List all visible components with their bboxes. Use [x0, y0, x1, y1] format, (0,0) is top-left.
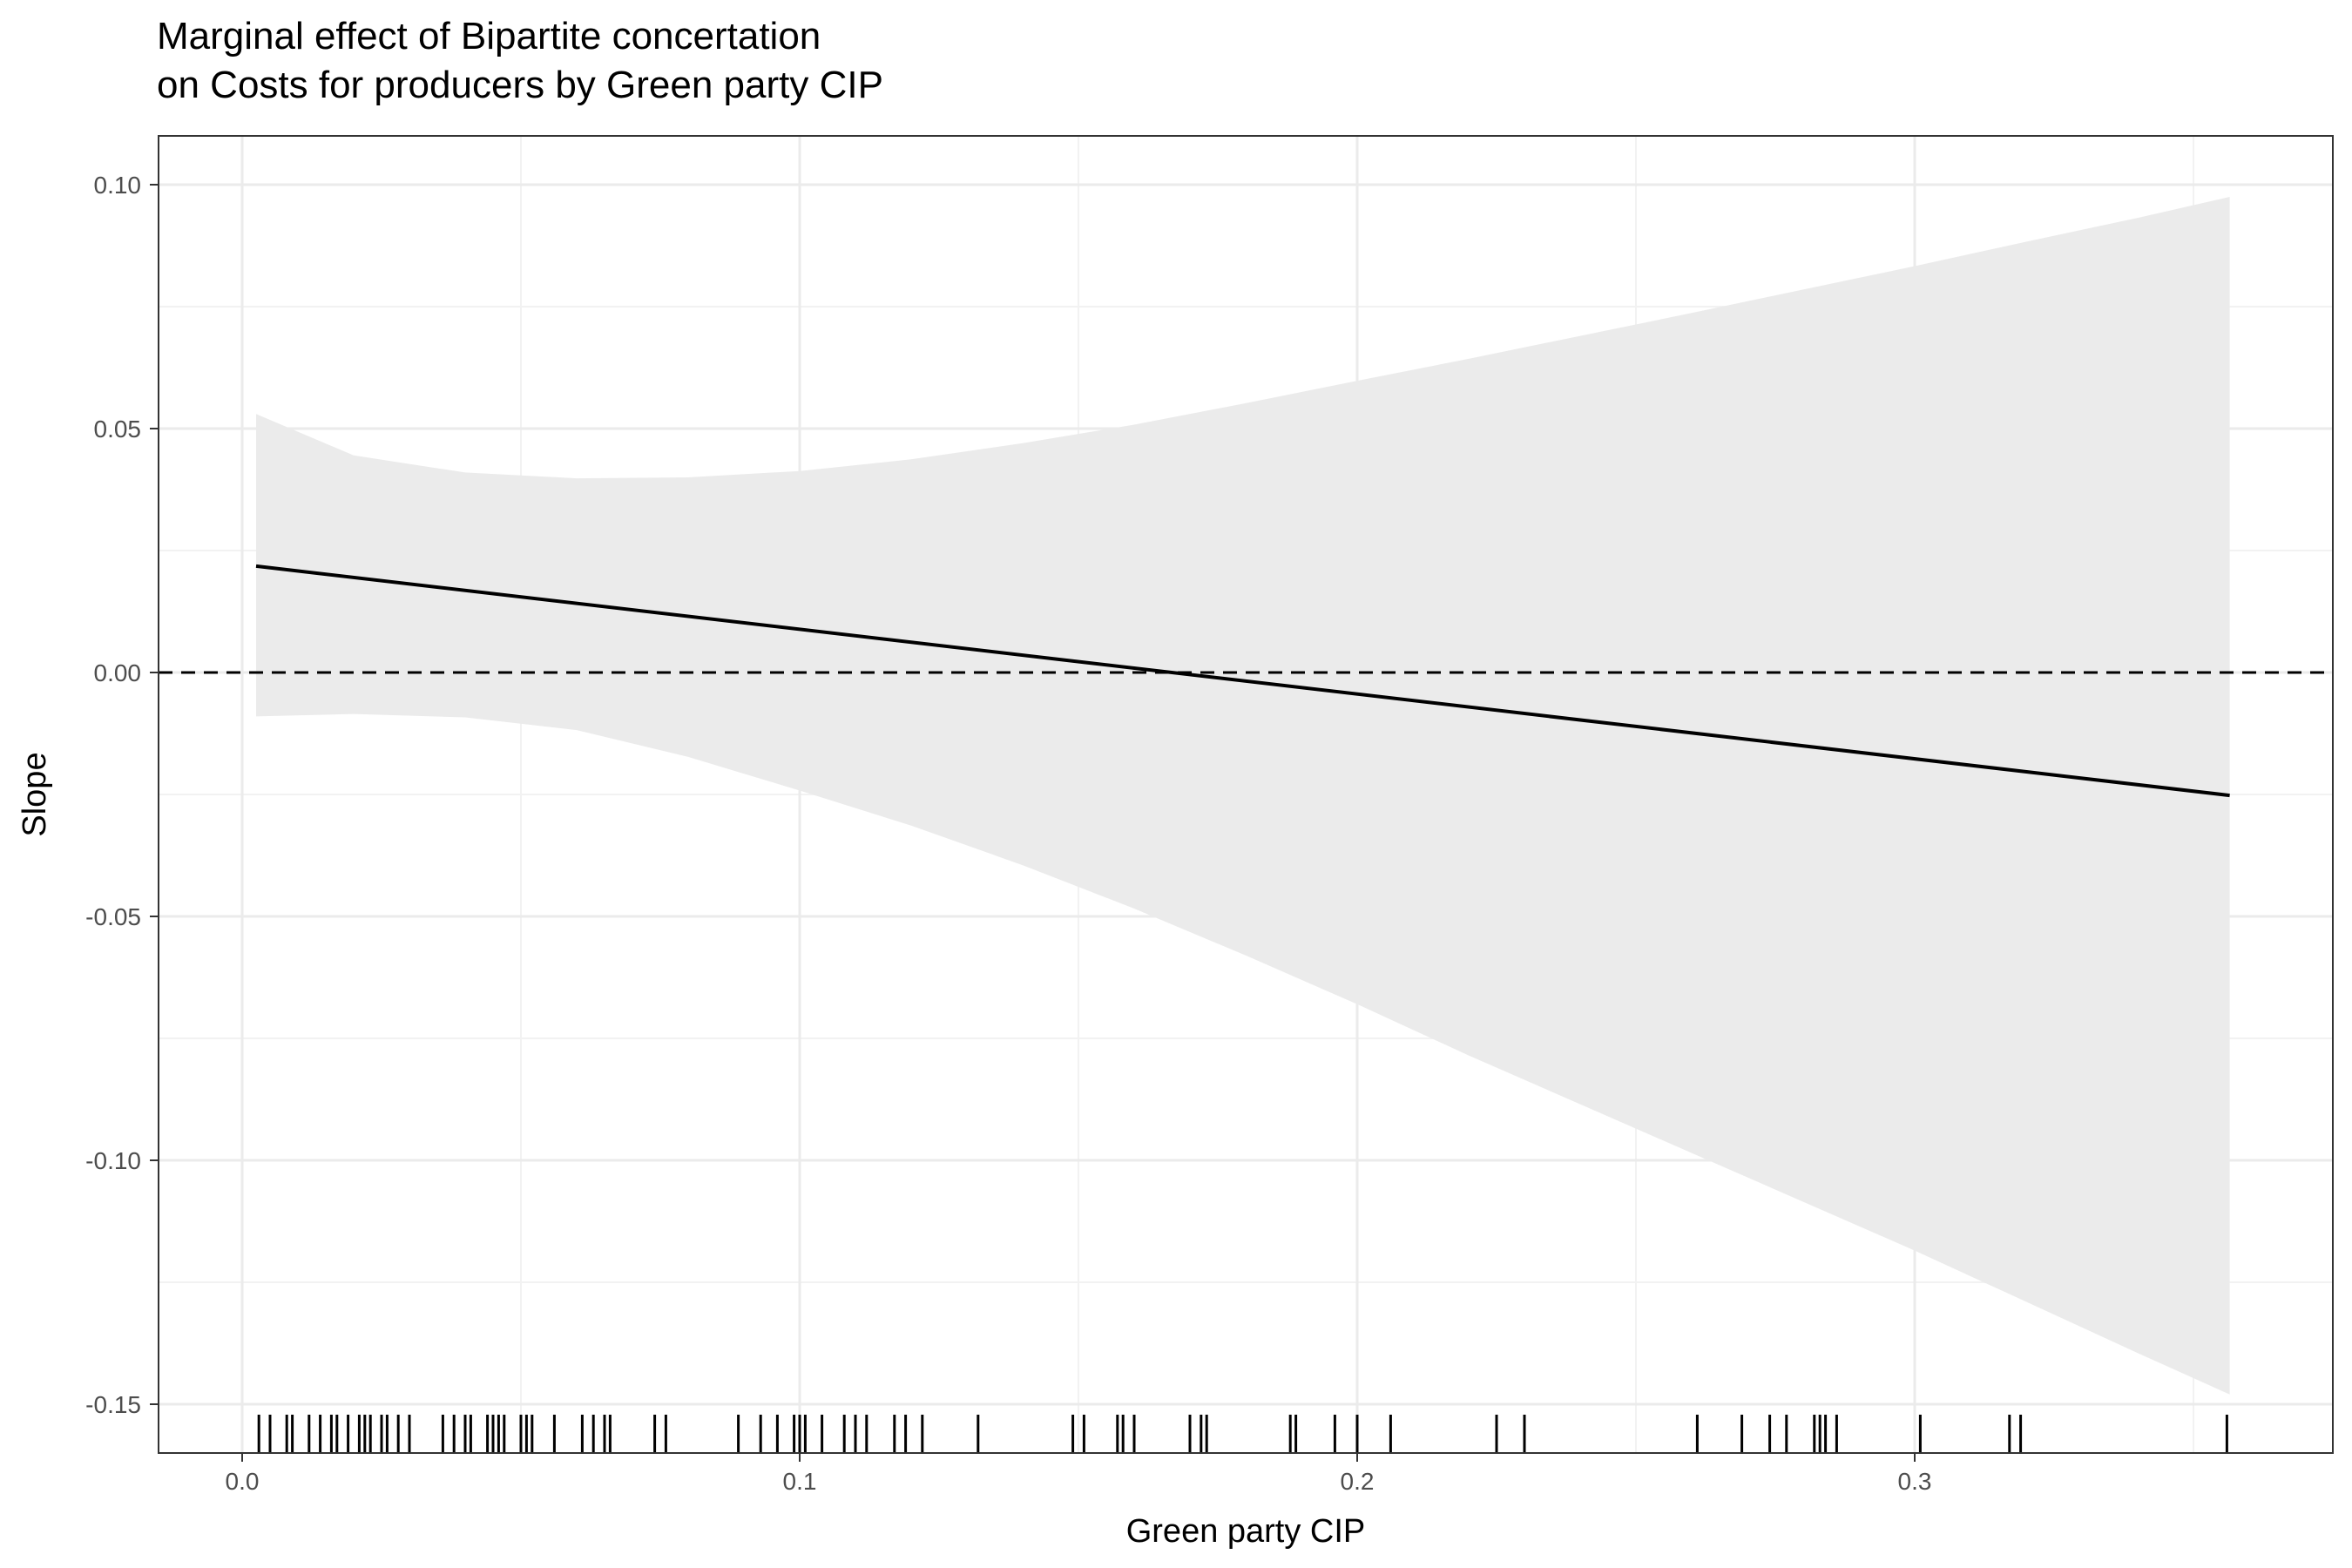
x-tick-label: 0.0 [226, 1468, 260, 1495]
x-axis: 0.0 0.1 0.2 0.3 [226, 1453, 1932, 1495]
y-tick-label: -0.10 [85, 1147, 141, 1174]
marginal-effect-line [255, 564, 2230, 798]
y-tick-label: 0.05 [94, 416, 142, 443]
x-tick-label: 0.2 [1341, 1468, 1375, 1495]
x-tick-label: 0.1 [783, 1468, 817, 1495]
rug-group [257, 1415, 2228, 1453]
series-group [255, 564, 2230, 798]
x-axis-title: Green party CIP [1126, 1513, 1366, 1550]
panel-border [158, 135, 2334, 1454]
chart-title-line-1: Marginal effect of Bipartite concertatio… [157, 15, 821, 57]
x-tick-label: 0.3 [1898, 1468, 1932, 1495]
y-tick-label: -0.15 [85, 1391, 141, 1418]
y-tick-label: -0.05 [85, 903, 141, 930]
y-tick-label: 0.00 [94, 659, 142, 686]
y-axis: 0.10 0.05 0.00 -0.05 -0.10 -0.15 [85, 172, 159, 1418]
chart-title-line-2: on Costs for producers by Green party CI… [157, 64, 883, 106]
y-tick-label: 0.10 [94, 172, 142, 199]
y-axis-title: Slope [17, 752, 53, 836]
confidence-ribbon [256, 197, 2230, 1395]
